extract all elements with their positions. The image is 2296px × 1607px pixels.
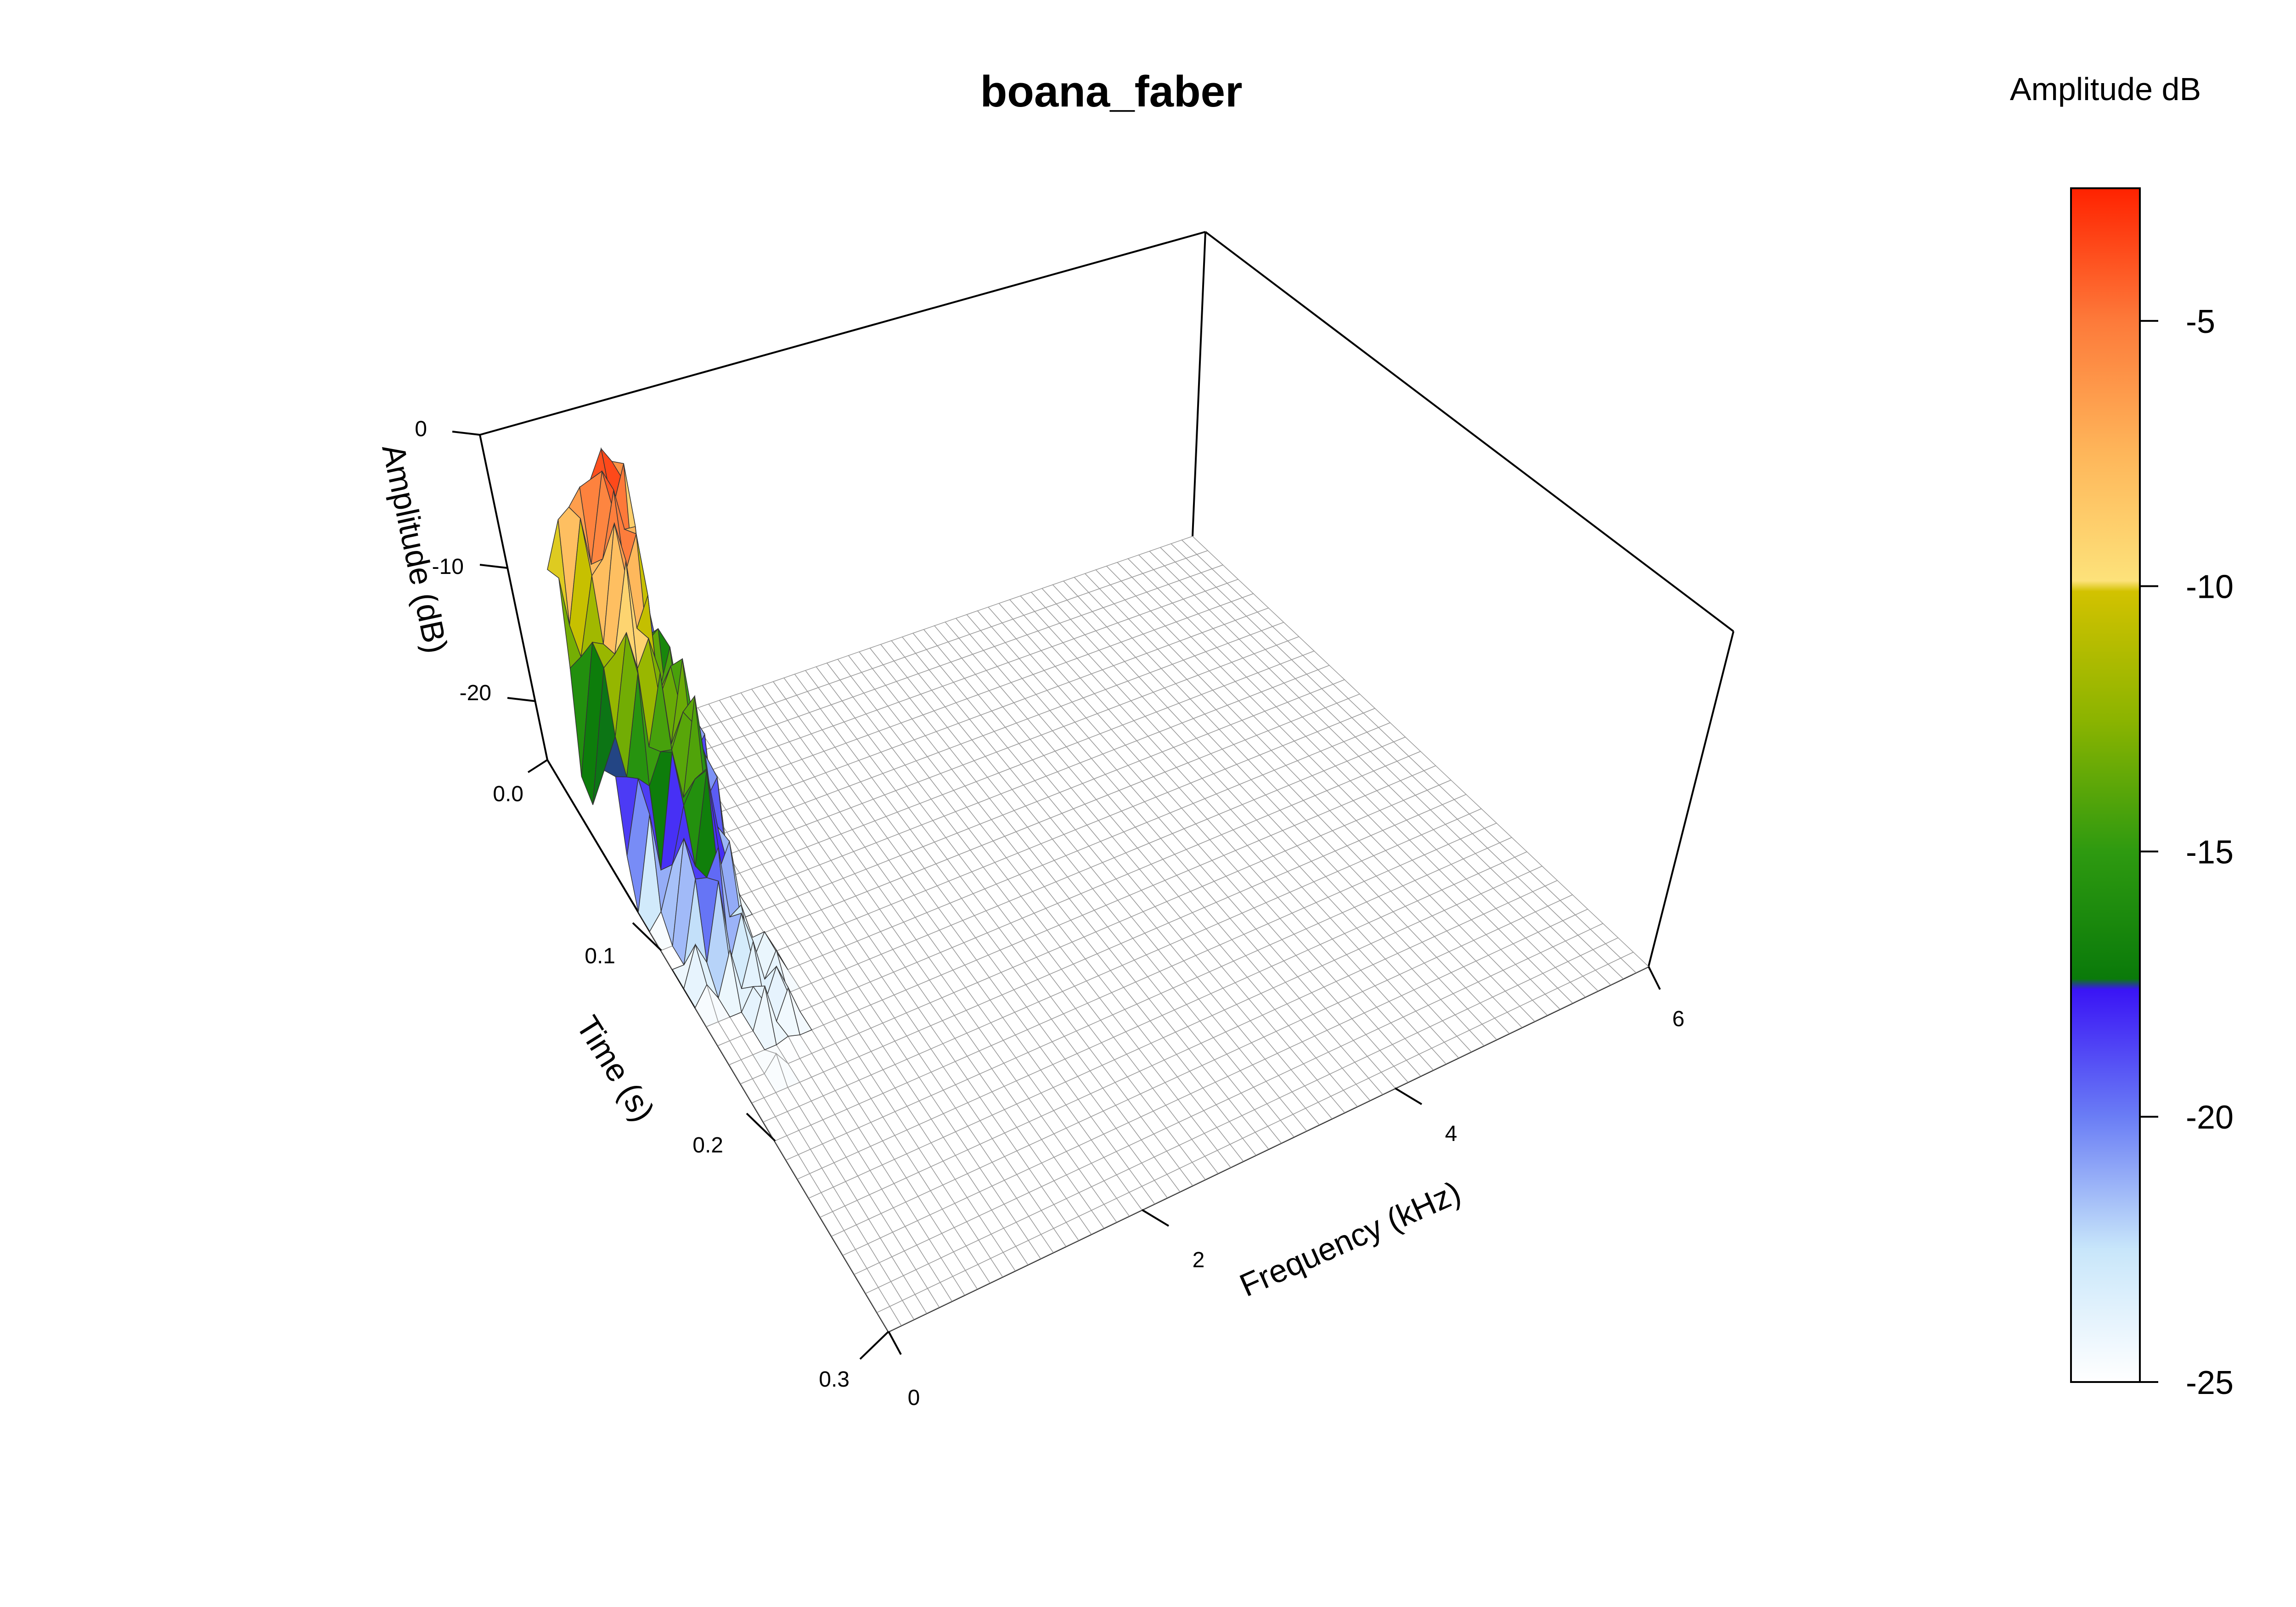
frequency-axis xyxy=(888,966,1661,1355)
surface-grid xyxy=(649,536,1649,1332)
time-axis-label: Time (s) xyxy=(569,1010,662,1128)
time-tick-0.3 xyxy=(859,1331,889,1360)
box-edge-back-vertical xyxy=(1192,231,1206,537)
time-tick-label-0.3: 0.3 xyxy=(819,1367,850,1392)
frequency-tick-label-2: 2 xyxy=(1193,1248,1205,1272)
time-tick-label-0.2: 0.2 xyxy=(692,1133,723,1157)
time-tick-label-0.1: 0.1 xyxy=(585,944,615,968)
amplitude-axis-label: Amplitude (dB) xyxy=(375,441,455,656)
amplitude-tick-20 xyxy=(507,697,535,702)
amplitude-tick-0 xyxy=(452,431,480,436)
amplitude-tick-10 xyxy=(479,564,508,569)
time-tick-0.0 xyxy=(527,759,548,773)
colorbar-tick-label: -5 xyxy=(2186,303,2215,340)
colorbar-title: Amplitude dB xyxy=(2010,71,2201,107)
box-edge-right-vertical xyxy=(1648,631,1734,967)
chart-title: boana_faber xyxy=(980,67,1243,116)
box-edge-left-vertical xyxy=(479,434,548,760)
frequency-tick-2 xyxy=(1141,1209,1170,1227)
amplitude-axis xyxy=(452,431,535,702)
box-edge-back-top xyxy=(479,231,1206,436)
colorbar-tick-label: -10 xyxy=(2186,569,2234,606)
surface-facet xyxy=(788,987,812,1035)
frequency-tick-label-0: 0 xyxy=(908,1386,920,1410)
time-tick-0.1 xyxy=(632,922,662,951)
colorbar-tick-label: -20 xyxy=(2186,1099,2234,1136)
frequency-axis-label: Frequency (kHz) xyxy=(1234,1174,1466,1304)
colorbar-tick-label: -25 xyxy=(2186,1365,2234,1401)
frequency-tick-6 xyxy=(1648,966,1661,990)
time-tick-label-0.0: 0.0 xyxy=(493,782,523,806)
amplitude-tick-label-10: -10 xyxy=(432,555,464,579)
box-edge-right-top xyxy=(1204,231,1734,632)
amplitude-tick-label-0: 0 xyxy=(415,417,427,441)
frequency-tick-0 xyxy=(888,1331,902,1355)
frequency-tick-label-4: 4 xyxy=(1445,1122,1458,1146)
frequency-tick-label-6: 6 xyxy=(1672,1007,1685,1031)
surface-peaks xyxy=(547,447,812,1051)
frequency-tick-4 xyxy=(1394,1087,1423,1105)
colorbar-ticks: -5 -10 -15 -20 -25 xyxy=(2140,303,2234,1401)
colorbar xyxy=(2070,187,2141,1383)
time-axis xyxy=(527,759,889,1360)
amplitude-tick-label-20: -20 xyxy=(460,681,491,705)
time-tick-0.2 xyxy=(746,1113,776,1142)
colorbar-tick-label: -15 xyxy=(2186,834,2234,871)
